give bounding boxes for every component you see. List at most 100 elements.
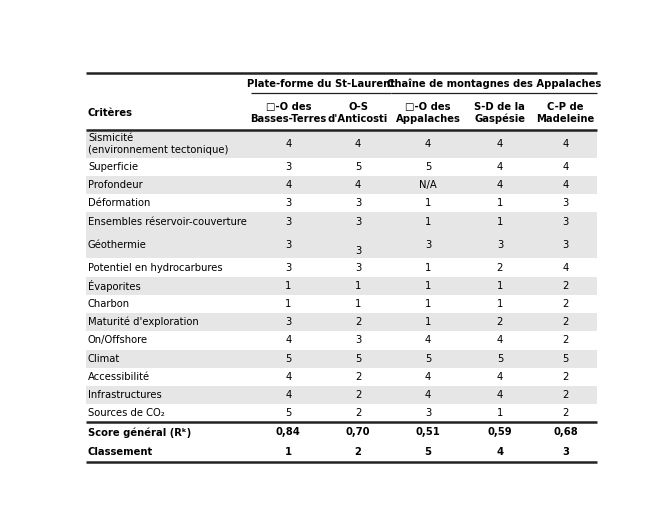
Text: 1: 1 <box>285 299 292 309</box>
Text: Charbon: Charbon <box>88 299 130 309</box>
Bar <box>86 368 597 386</box>
Bar <box>86 423 597 442</box>
Text: S-D de la
Gaspésie: S-D de la Gaspésie <box>474 102 525 124</box>
Bar <box>86 95 597 130</box>
Text: 1: 1 <box>285 281 292 291</box>
Text: 3: 3 <box>355 336 361 345</box>
Bar <box>86 213 597 231</box>
Text: 3: 3 <box>285 217 292 227</box>
Text: 4: 4 <box>497 162 503 172</box>
Bar <box>86 258 597 277</box>
Text: 3: 3 <box>285 240 292 250</box>
Text: 1: 1 <box>425 317 431 327</box>
Text: 2: 2 <box>355 390 361 400</box>
Text: 4: 4 <box>497 139 503 149</box>
Text: 4: 4 <box>496 447 503 457</box>
Text: 4: 4 <box>497 336 503 345</box>
Bar <box>86 295 597 313</box>
Text: 5: 5 <box>497 354 503 364</box>
Text: Accessibilité: Accessibilité <box>88 372 150 382</box>
Text: N/A: N/A <box>419 180 437 190</box>
Text: Sources de CO₂: Sources de CO₂ <box>88 408 165 418</box>
Text: On/Offshore: On/Offshore <box>88 336 148 345</box>
Text: 1: 1 <box>497 299 503 309</box>
Text: 2: 2 <box>563 390 569 400</box>
Text: 3: 3 <box>355 246 361 256</box>
Text: □-O des
Basses-Terres: □-O des Basses-Terres <box>250 102 326 123</box>
Text: 3: 3 <box>355 263 361 272</box>
Text: 2: 2 <box>563 336 569 345</box>
Text: 3: 3 <box>563 199 569 208</box>
Text: Sismicité
(environnement tectonique): Sismicité (environnement tectonique) <box>88 133 228 155</box>
Text: 1: 1 <box>425 217 431 227</box>
Bar <box>86 277 597 295</box>
Text: 4: 4 <box>285 372 292 382</box>
Text: □-O des
Appalaches: □-O des Appalaches <box>396 102 460 123</box>
Text: 5: 5 <box>285 354 292 364</box>
Text: 3: 3 <box>563 217 569 227</box>
Text: Potentiel en hydrocarbures: Potentiel en hydrocarbures <box>88 263 222 272</box>
Text: 3: 3 <box>285 162 292 172</box>
Text: Climat: Climat <box>88 354 120 364</box>
Bar <box>86 194 597 213</box>
Text: 5: 5 <box>355 354 361 364</box>
Text: Classement: Classement <box>88 447 153 457</box>
Text: 3: 3 <box>285 199 292 208</box>
Text: Déformation: Déformation <box>88 199 151 208</box>
Text: 2: 2 <box>563 317 569 327</box>
Text: 3: 3 <box>355 199 361 208</box>
Text: 4: 4 <box>285 139 292 149</box>
Text: 3: 3 <box>497 240 503 250</box>
Text: 5: 5 <box>563 354 569 364</box>
Text: 2: 2 <box>355 372 361 382</box>
Bar <box>86 350 597 368</box>
Text: 4: 4 <box>497 390 503 400</box>
Text: Évaporites: Évaporites <box>88 280 141 292</box>
Text: 0,59: 0,59 <box>488 427 512 438</box>
Text: 1: 1 <box>355 299 361 309</box>
Text: Profondeur: Profondeur <box>88 180 143 190</box>
Text: Chaîne de montagnes des Appalaches: Chaîne de montagnes des Appalaches <box>386 79 601 89</box>
Bar <box>86 313 597 331</box>
Text: 3: 3 <box>425 408 431 418</box>
Text: 1: 1 <box>355 281 361 291</box>
Text: 3: 3 <box>562 447 569 457</box>
Text: 2: 2 <box>563 281 569 291</box>
Text: 4: 4 <box>563 162 569 172</box>
Text: 5: 5 <box>355 162 361 172</box>
Bar <box>86 442 597 462</box>
Text: 5: 5 <box>425 162 431 172</box>
Text: 4: 4 <box>563 139 569 149</box>
Text: Score général (Rᵏ): Score général (Rᵏ) <box>88 427 191 438</box>
Text: 1: 1 <box>284 447 292 457</box>
Text: 4: 4 <box>497 372 503 382</box>
Text: Infrastructures: Infrastructures <box>88 390 162 400</box>
Text: 4: 4 <box>355 180 361 190</box>
Text: 3: 3 <box>563 240 569 250</box>
Text: Superficie: Superficie <box>88 162 138 172</box>
Text: 0,70: 0,70 <box>346 427 370 438</box>
Text: 5: 5 <box>424 447 432 457</box>
Text: 4: 4 <box>425 390 431 400</box>
Text: 2: 2 <box>355 447 362 457</box>
Text: 1: 1 <box>425 299 431 309</box>
Text: 1: 1 <box>497 199 503 208</box>
Bar <box>86 231 597 258</box>
Text: 0,84: 0,84 <box>276 427 301 438</box>
Bar <box>86 158 597 176</box>
Text: 4: 4 <box>285 336 292 345</box>
Text: 3: 3 <box>355 217 361 227</box>
Text: 1: 1 <box>497 217 503 227</box>
Text: 4: 4 <box>563 263 569 272</box>
Bar <box>86 331 597 350</box>
Text: 2: 2 <box>563 299 569 309</box>
Text: 1: 1 <box>425 281 431 291</box>
Text: 0,68: 0,68 <box>553 427 578 438</box>
Text: 2: 2 <box>355 408 361 418</box>
Text: 2: 2 <box>497 263 503 272</box>
Text: 4: 4 <box>425 139 431 149</box>
Text: 4: 4 <box>355 139 361 149</box>
Text: 4: 4 <box>563 180 569 190</box>
Text: Ensembles réservoir-couverture: Ensembles réservoir-couverture <box>88 217 247 227</box>
Text: C-P de
Madeleine: C-P de Madeleine <box>537 102 595 123</box>
